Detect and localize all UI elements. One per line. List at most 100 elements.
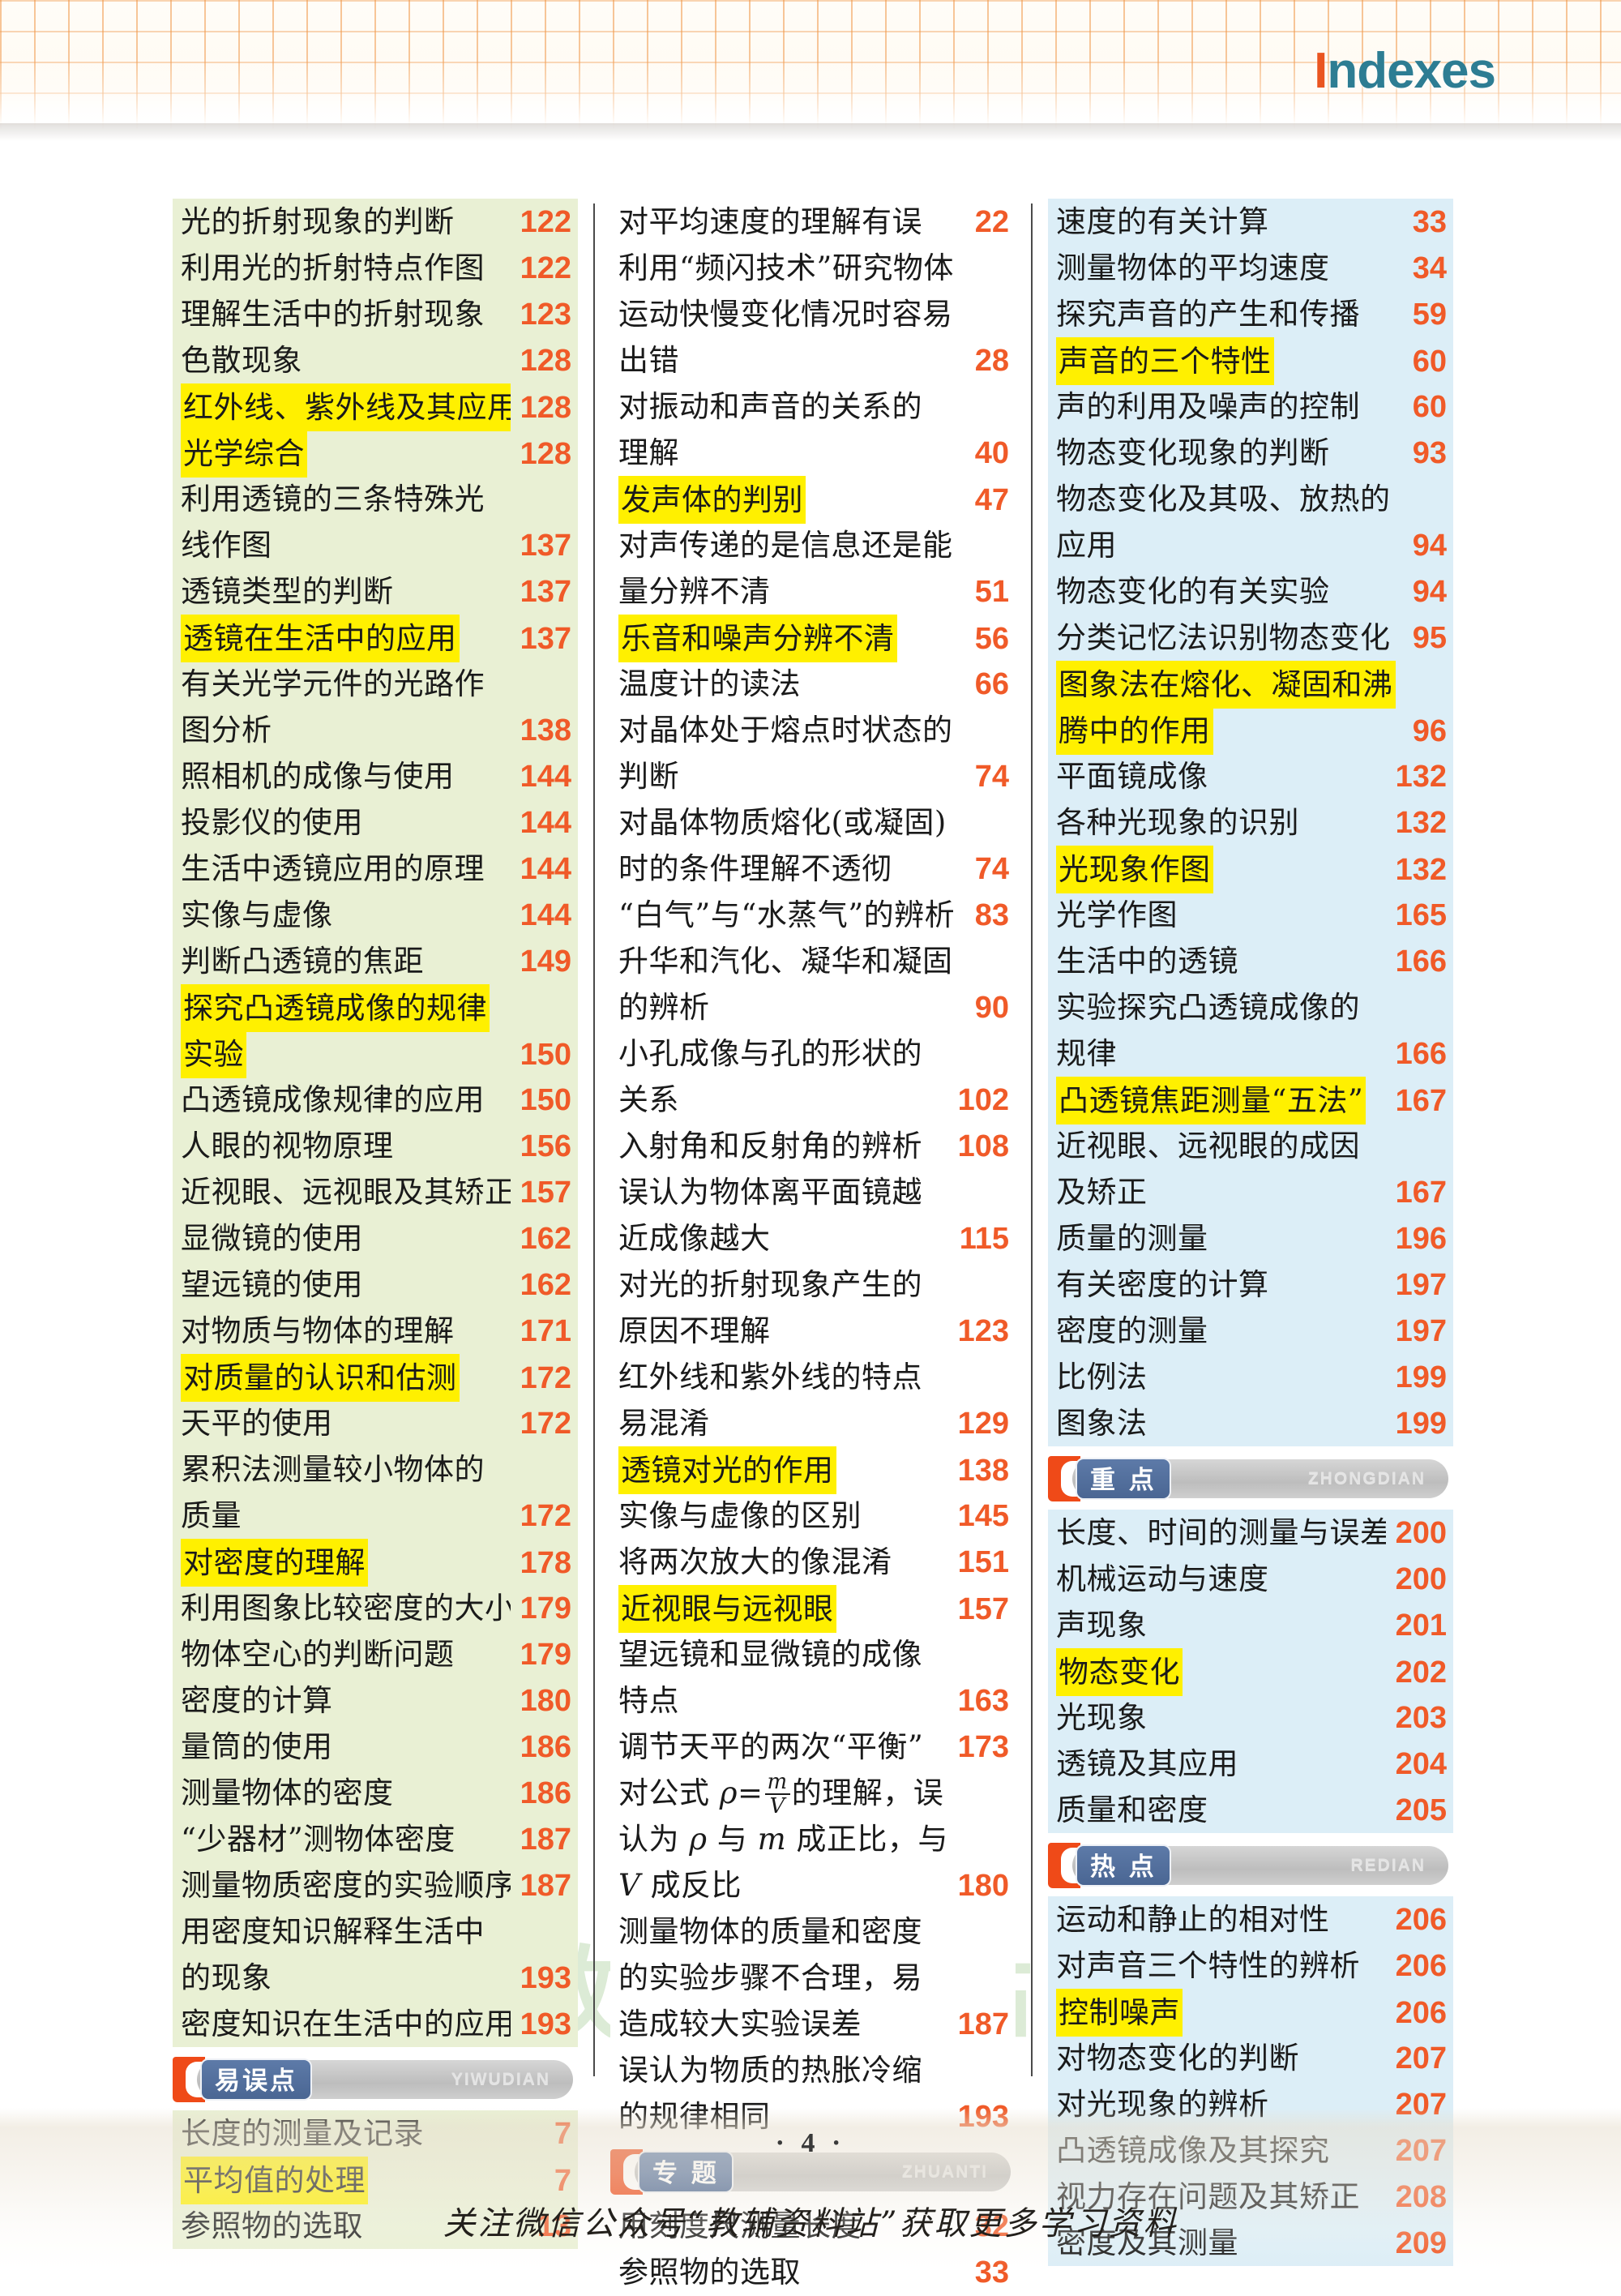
index-entry[interactable]: 时的条件理解不透彻 74 (610, 846, 1016, 892)
index-entry[interactable]: 红外线和紫外线的特点 (610, 1354, 1016, 1400)
index-entry-formula-line3[interactable]: V 成反比 180 (610, 1862, 1016, 1908)
index-entry[interactable]: 对密度的理解 178 (173, 1539, 578, 1587)
index-entry[interactable]: 投影仪的使用 144 (173, 799, 578, 846)
index-entry[interactable]: “少器材”测物体密度 187 (173, 1816, 578, 1862)
index-entry[interactable]: 物态变化及其吸、放热的 (1048, 476, 1453, 522)
index-entry[interactable]: 图分析 138 (173, 707, 578, 753)
index-entry[interactable]: 用密度知识解释生活中 (173, 1908, 578, 1955)
index-entry[interactable]: 光现象 203 (1048, 1694, 1453, 1741)
index-entry[interactable]: 乐音和噪声分辨不清 56 (610, 615, 1016, 662)
index-entry[interactable]: 透镜及其应用 204 (1048, 1741, 1453, 1787)
index-entry[interactable]: 透镜对光的作用 138 (610, 1446, 1016, 1494)
index-entry[interactable]: 凸透镜成像规律的应用 150 (173, 1077, 578, 1123)
index-entry[interactable]: 光的折射现象的判断 122 (173, 199, 578, 245)
index-entry[interactable]: 物态变化的有关实验 94 (1048, 568, 1453, 615)
index-entry[interactable]: 调节天平的两次“平衡” 173 (610, 1724, 1016, 1770)
index-entry[interactable]: 造成较大实验误差 187 (610, 2001, 1016, 2047)
index-entry[interactable]: 对物态变化的判断 207 (1048, 2035, 1453, 2081)
index-entry[interactable]: 易混淆 129 (610, 1400, 1016, 1446)
index-entry[interactable]: 温度计的读法 66 (610, 661, 1016, 707)
index-entry[interactable]: 近成像越大 115 (610, 1215, 1016, 1262)
index-entry[interactable]: 对质量的认识和估测 172 (173, 1354, 578, 1402)
index-entry[interactable]: 质量 172 (173, 1493, 578, 1539)
index-entry[interactable]: 生活中透镜应用的原理 144 (173, 846, 578, 892)
index-entry[interactable]: 量分辨不清 51 (610, 568, 1016, 615)
index-entry[interactable]: 利用光的折射特点作图 122 (173, 245, 578, 291)
index-entry[interactable]: 质量的测量 196 (1048, 1215, 1453, 1262)
index-entry[interactable]: 运动和静止的相对性 206 (1048, 1896, 1453, 1943)
index-entry[interactable]: 分类记忆法识别物态变化 95 (1048, 615, 1453, 661)
index-entry[interactable]: 近视眼、远视眼的成因 (1048, 1123, 1453, 1169)
index-entry[interactable]: 对晶体处于熔点时状态的 (610, 707, 1016, 753)
index-entry[interactable]: 原因不理解 123 (610, 1308, 1016, 1354)
index-entry[interactable]: 近视眼、远视眼及其矫正 157 (173, 1169, 578, 1215)
index-entry[interactable]: 质量和密度 205 (1048, 1787, 1453, 1833)
index-entry[interactable]: 实像与虚像 144 (173, 892, 578, 938)
index-entry[interactable]: 光学作图 165 (1048, 892, 1453, 938)
index-entry-formula[interactable]: 对公式 ρ= m V 的理解，误 (610, 1770, 1016, 1817)
index-entry[interactable]: 显微镜的使用 162 (173, 1215, 578, 1262)
index-entry[interactable]: “白气”与“水蒸气”的辨析 83 (610, 892, 1016, 938)
index-entry[interactable]: 光现象作图 132 (1048, 846, 1453, 893)
index-entry[interactable]: 实验 150 (173, 1030, 578, 1078)
index-entry[interactable]: 生活中的透镜 166 (1048, 938, 1453, 984)
index-entry[interactable]: 望远镜和显微镜的成像 (610, 1631, 1016, 1677)
index-entry[interactable]: 入射角和反射角的辨析 108 (610, 1123, 1016, 1169)
index-entry[interactable]: 对光的折射现象产生的 (610, 1262, 1016, 1308)
index-entry[interactable]: 声音的三个特性 60 (1048, 337, 1453, 385)
index-entry[interactable]: 测量物体的质量和密度 (610, 1908, 1016, 1955)
index-entry[interactable]: 控制噪声 206 (1048, 1989, 1453, 2037)
index-entry[interactable]: 速度的有关计算 33 (1048, 199, 1453, 245)
index-entry[interactable]: 出错 28 (610, 337, 1016, 383)
index-entry[interactable]: 物体空心的判断问题 179 (173, 1631, 578, 1677)
index-entry[interactable]: 比例法 199 (1048, 1354, 1453, 1400)
index-entry[interactable]: 线作图 137 (173, 522, 578, 568)
index-entry[interactable]: 实像与虚像的区别 145 (610, 1493, 1016, 1539)
index-entry[interactable]: 及矫正 167 (1048, 1169, 1453, 1215)
index-entry[interactable]: 对物质与物体的理解 171 (173, 1308, 578, 1354)
index-entry[interactable]: 探究凸透镜成像的规律 (173, 984, 578, 1032)
index-entry[interactable]: 对声音三个特性的辨析 206 (1048, 1943, 1453, 1989)
index-entry[interactable]: 判断凸透镜的焦距 149 (173, 938, 578, 984)
index-entry[interactable]: 利用透镜的三条特殊光 (173, 476, 578, 522)
index-entry[interactable]: 利用“频闪技术”研究物体 (610, 245, 1016, 291)
index-entry[interactable]: 声现象 201 (1048, 1602, 1453, 1648)
index-entry[interactable]: 物态变化现象的判断 93 (1048, 430, 1453, 476)
index-entry-formula-line2[interactable]: 认为 ρ 与 m 成正比，与 (610, 1816, 1016, 1862)
index-entry[interactable]: 平面镜成像 132 (1048, 753, 1453, 799)
index-entry[interactable]: 关系 102 (610, 1077, 1016, 1123)
index-entry[interactable]: 测量物体的平均速度 34 (1048, 245, 1453, 291)
index-entry[interactable]: 密度的测量 197 (1048, 1308, 1453, 1354)
index-entry[interactable]: 色散现象 128 (173, 337, 578, 383)
index-entry[interactable]: 对平均速度的理解有误 22 (610, 199, 1016, 245)
index-entry[interactable]: 密度知识在生活中的应用 193 (173, 2001, 578, 2047)
index-entry[interactable]: 对晶体物质熔化(或凝固) (610, 799, 1016, 846)
index-entry[interactable]: 探究声音的产生和传播 59 (1048, 291, 1453, 337)
index-entry[interactable]: 密度的计算 180 (173, 1677, 578, 1724)
index-entry[interactable]: 腾中的作用 96 (1048, 707, 1453, 755)
index-entry[interactable]: 测量物质密度的实验顺序 187 (173, 1862, 578, 1908)
index-entry[interactable]: 量筒的使用 186 (173, 1724, 578, 1770)
index-entry[interactable]: 发声体的判别 47 (610, 476, 1016, 524)
index-entry[interactable]: 特点 163 (610, 1677, 1016, 1724)
index-entry[interactable]: 有关密度的计算 197 (1048, 1262, 1453, 1308)
index-entry[interactable]: 光学综合 128 (173, 430, 578, 478)
index-entry[interactable]: 判断 74 (610, 753, 1016, 799)
index-entry[interactable]: 利用图象比较密度的大小 179 (173, 1585, 578, 1631)
index-entry[interactable]: 红外线、紫外线及其应用 128 (173, 383, 578, 431)
index-entry[interactable]: 物态变化 202 (1048, 1648, 1453, 1696)
index-entry[interactable]: 理解 40 (610, 430, 1016, 476)
index-entry[interactable]: 有关光学元件的光路作 (173, 661, 578, 707)
index-entry[interactable]: 规律 166 (1048, 1030, 1453, 1077)
index-entry[interactable]: 理解生活中的折射现象 123 (173, 291, 578, 337)
index-entry[interactable]: 对声传递的是信息还是能 (610, 522, 1016, 568)
index-entry[interactable]: 照相机的成像与使用 144 (173, 753, 578, 799)
index-entry[interactable]: 凸透镜焦距测量“五法” 167 (1048, 1077, 1453, 1124)
index-entry[interactable]: 的实验步骤不合理，易 (610, 1955, 1016, 2001)
index-entry[interactable]: 运动快慢变化情况时容易 (610, 291, 1016, 337)
index-entry[interactable]: 测量物体的密度 186 (173, 1770, 578, 1816)
index-entry[interactable]: 天平的使用 172 (173, 1400, 578, 1446)
index-entry[interactable]: 的辨析 90 (610, 984, 1016, 1030)
index-entry[interactable]: 近视眼与远视眼 157 (610, 1585, 1016, 1633)
index-entry[interactable]: 各种光现象的识别 132 (1048, 799, 1453, 846)
